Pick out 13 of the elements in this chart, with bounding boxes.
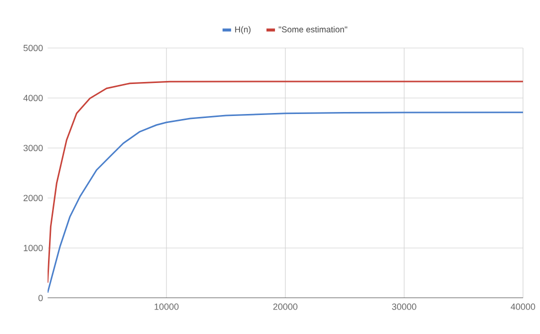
line-series <box>48 112 524 294</box>
y-tick-label: 5000 <box>24 44 43 52</box>
y-tick-label: 1000 <box>24 244 43 252</box>
x-tick-label: 10000 <box>154 304 179 310</box>
legend-label: H(n) <box>235 26 250 34</box>
legend-label: "Some estimation" <box>278 26 348 32</box>
y-tick-label: 0 <box>38 294 43 302</box>
x-tick-label: 40000 <box>510 304 536 310</box>
y-tick-label: 2000 <box>24 194 43 202</box>
y-tick-label: 4000 <box>23 94 43 102</box>
x-tick-label: 20000 <box>273 304 298 310</box>
y-tick-label: 3000 <box>23 144 43 152</box>
x-tick-label: 30000 <box>392 304 416 310</box>
